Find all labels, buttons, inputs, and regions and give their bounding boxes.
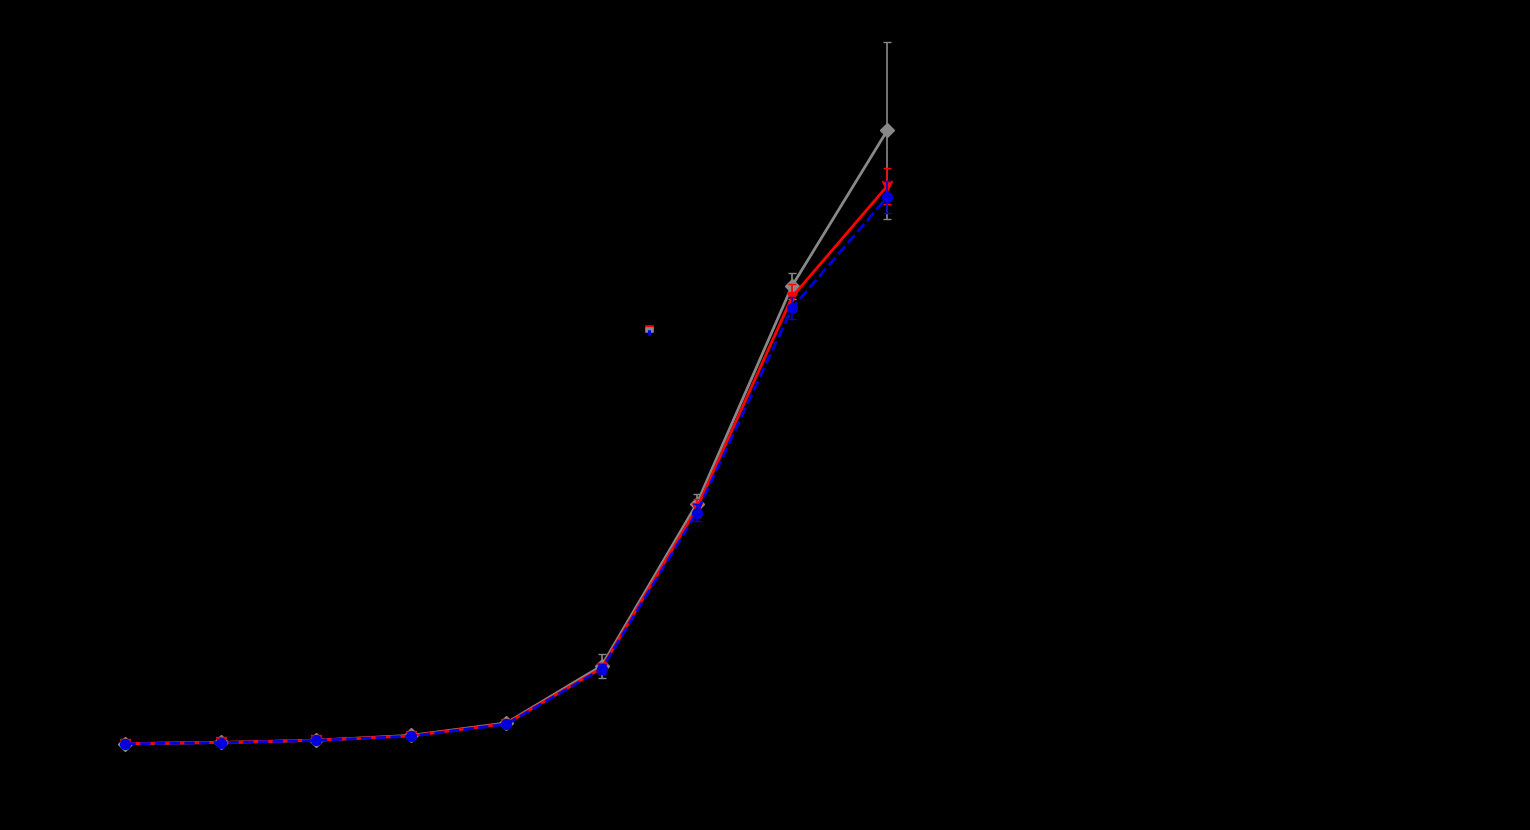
Legend: , , : , ,	[649, 327, 652, 334]
